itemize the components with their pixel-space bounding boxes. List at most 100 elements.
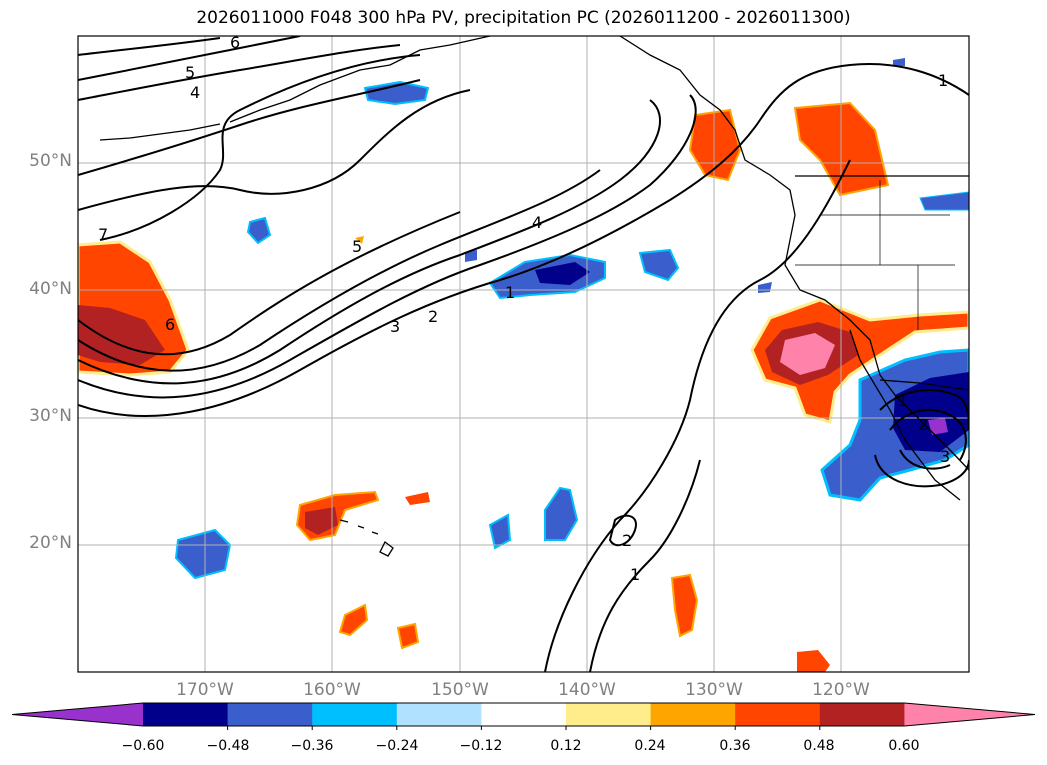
- lat-label-40n: 40°N: [29, 279, 72, 299]
- pv-contour-11: [78, 37, 221, 56]
- precip-positive-anomaly: [78, 101, 969, 672]
- precip-core-hawaii: [305, 507, 338, 535]
- pv-label: 3: [940, 447, 950, 466]
- pv-contour-16: [889, 409, 967, 461]
- pv-contour-7: [78, 89, 471, 211]
- colorbar-outline: [11, 702, 1036, 727]
- colorbar-segment: [481, 703, 567, 726]
- map-border: [77, 35, 970, 673]
- pv-label: 1: [938, 71, 948, 90]
- colorbar-tick-label: 0.48: [803, 738, 835, 754]
- pv-label: 4: [190, 83, 200, 102]
- precip-neg-small-h: [893, 58, 905, 66]
- colorbar-segment: [650, 703, 736, 726]
- lon-label-130w: 130°W: [685, 680, 743, 700]
- pv-label: 6: [165, 315, 175, 334]
- precip-peak-ca: [780, 333, 835, 375]
- pv-label: 2: [428, 307, 438, 326]
- colorbar: [11, 702, 1036, 730]
- pv-contour-6: [99, 54, 421, 241]
- pv-contour-5: [78, 211, 461, 356]
- graticule: [78, 36, 969, 672]
- pv-contour-3: [78, 99, 661, 385]
- pv-label: 3: [390, 317, 400, 336]
- pv-contour-4: [78, 169, 601, 372]
- pv-contour-14: [608, 514, 637, 547]
- pv-label: 1: [630, 565, 640, 584]
- map-title: 2026011000 F048 300 hPa PV, precipitatio…: [196, 8, 851, 28]
- pv-contour-17: [874, 454, 969, 488]
- pv-label: 1: [898, 391, 908, 410]
- colorbar-tick-label: 0.60: [888, 738, 920, 754]
- colorbar-segment: [143, 703, 229, 726]
- precip-small-4: [670, 573, 699, 638]
- precip-small-5: [797, 650, 830, 672]
- precip-small-3: [396, 622, 420, 650]
- aleutian-arc: [99, 123, 221, 141]
- precip-small-1: [405, 492, 430, 505]
- precip-neg-central-core: [535, 262, 590, 285]
- colorbar-tick-label: 0.36: [719, 738, 751, 754]
- colorbar-segment: [566, 703, 652, 726]
- pv-label: 4: [532, 213, 542, 232]
- colorbar-segment: [312, 703, 398, 726]
- colorbar-tick-label: −0.12: [459, 738, 503, 754]
- precip-neg-small-g: [758, 282, 772, 293]
- pv-contour-labels: 6 5 4 7 6 5 4 3 2 1 1 2 1 1 2 3: [98, 33, 950, 584]
- pv-label: 5: [185, 63, 195, 82]
- lat-label-30n: 30°N: [29, 406, 72, 426]
- colorbar-segment: [396, 703, 482, 726]
- pv-label: 7: [98, 225, 108, 244]
- colorbar-segment: [227, 703, 313, 726]
- precip-core-west: [78, 305, 165, 365]
- us-mexico-border: [879, 379, 969, 391]
- pv-contour-13: [589, 459, 701, 672]
- pv-label: 2: [622, 531, 632, 550]
- colorbar-tick-label: 0.24: [634, 738, 666, 754]
- precip-small-6: [355, 236, 364, 244]
- pv-label: 6: [230, 33, 240, 52]
- precip-neg-small-d: [488, 513, 512, 550]
- pv-contour-12: [544, 159, 851, 672]
- precip-neg-sw: [174, 528, 232, 580]
- colorbar-extend-low: [12, 703, 143, 726]
- pv-contour-10: [78, 36, 301, 81]
- precip-neg-aleutian: [363, 80, 430, 106]
- lon-label-170w: 170°W: [176, 680, 234, 700]
- lon-label-150w: 150°W: [431, 680, 489, 700]
- pv-contour-18: [899, 449, 951, 470]
- colorbar-tick-label: −0.24: [375, 738, 419, 754]
- precip-neg-small-e: [544, 486, 579, 541]
- colorbar-segment: [819, 703, 905, 726]
- precip-small-2: [338, 603, 369, 637]
- colorbar-tick-label: 0.12: [550, 738, 582, 754]
- pv-contour-2: [78, 94, 697, 399]
- hawaii-islands: [339, 519, 394, 557]
- colorbar-extend-high: [904, 703, 1035, 726]
- lat-label-20n: 20°N: [29, 533, 72, 553]
- pv-contour-8: [78, 79, 421, 176]
- colorbar-tick-label: −0.36: [290, 738, 334, 754]
- lon-label-120w: 120°W: [812, 680, 870, 700]
- map-layers: 6 5 4 7 6 5 4 3 2 1 1 2 1 1 2 3: [78, 33, 969, 672]
- lon-label-160w: 160°W: [303, 680, 361, 700]
- precip-neg-small-c: [638, 248, 680, 282]
- lon-label-140w: 140°W: [558, 680, 616, 700]
- pv-contour-9: [78, 44, 401, 101]
- lat-label-50n: 50°N: [29, 151, 72, 171]
- precip-neg-small-a: [246, 216, 272, 245]
- alaska-coast: [229, 36, 491, 123]
- baja-coast: [849, 329, 961, 501]
- pv-contour-1: [78, 63, 969, 418]
- pv-contours: [78, 36, 969, 672]
- colorbar-tick-label: −0.60: [121, 738, 165, 754]
- pv-label: 1: [505, 283, 515, 302]
- coastlines: [99, 36, 969, 557]
- colorbar-segment: [735, 703, 821, 726]
- north-america-coast: [619, 36, 969, 471]
- pv-label: 2: [918, 415, 928, 434]
- precip-neg-small-f: [919, 191, 969, 211]
- precip-blob-bc: [688, 108, 742, 182]
- pv-label: 5: [352, 237, 362, 256]
